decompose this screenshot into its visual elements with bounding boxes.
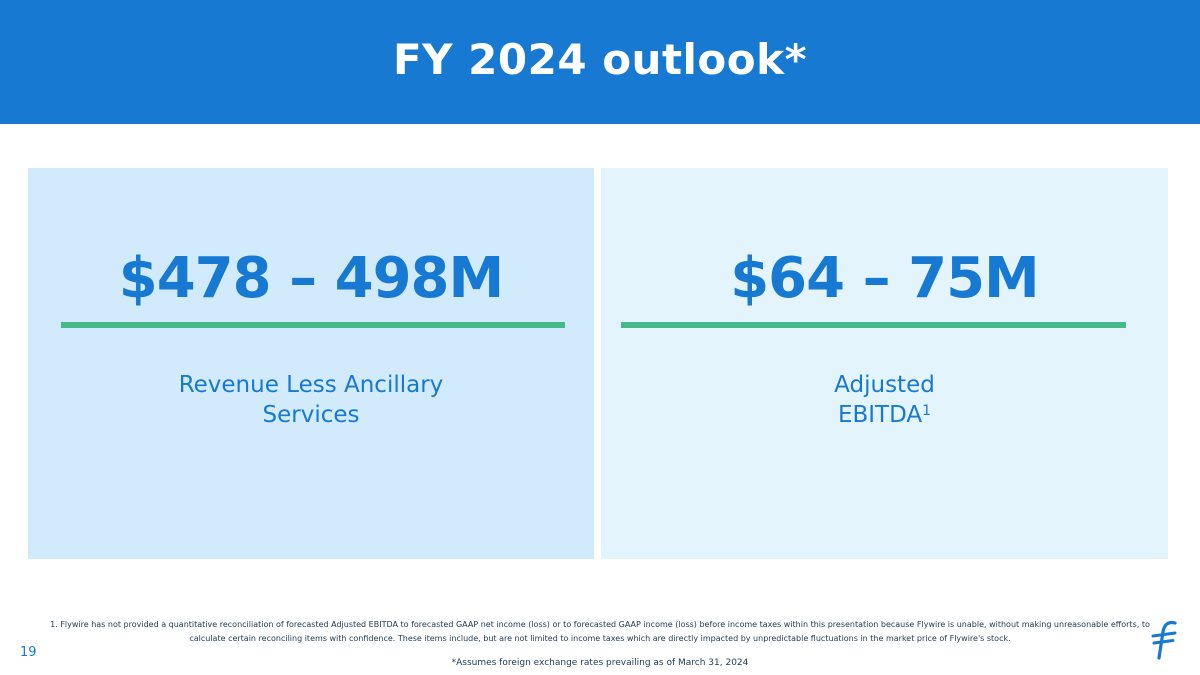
ebitda-metric: $64 – 75M [730,246,1040,311]
revenue-panel: $478 – 498M Revenue Less Ancillary Servi… [28,168,594,559]
fx-assumption-note: *Assumes foreign exchange rates prevaili… [451,658,749,668]
page-number: 19 [20,645,37,660]
footnote: 1. Flywire has not provided a quantitati… [50,620,1150,643]
ebitda-label: Adjusted EBITDA1 [601,370,1168,430]
slide-title: FY 2024 outlook* [392,35,808,84]
ebitda-panel: $64 – 75M Adjusted EBITDA1 [601,168,1168,559]
ebitda-footnote-marker: 1 [922,403,932,419]
flywire-logo-icon [1151,620,1177,660]
ebitda-divider [621,322,1126,328]
ebitda-label-line1: Adjusted [834,372,935,398]
header-bar [0,0,1200,124]
revenue-label-line1: Revenue Less Ancillary [178,372,444,398]
revenue-metric: $478 – 498M [118,246,504,311]
ebitda-label-line2: EBITDA [837,402,923,428]
revenue-label: Revenue Less Ancillary Services [28,370,594,430]
revenue-label-line2: Services [262,402,360,428]
revenue-divider [61,322,565,328]
